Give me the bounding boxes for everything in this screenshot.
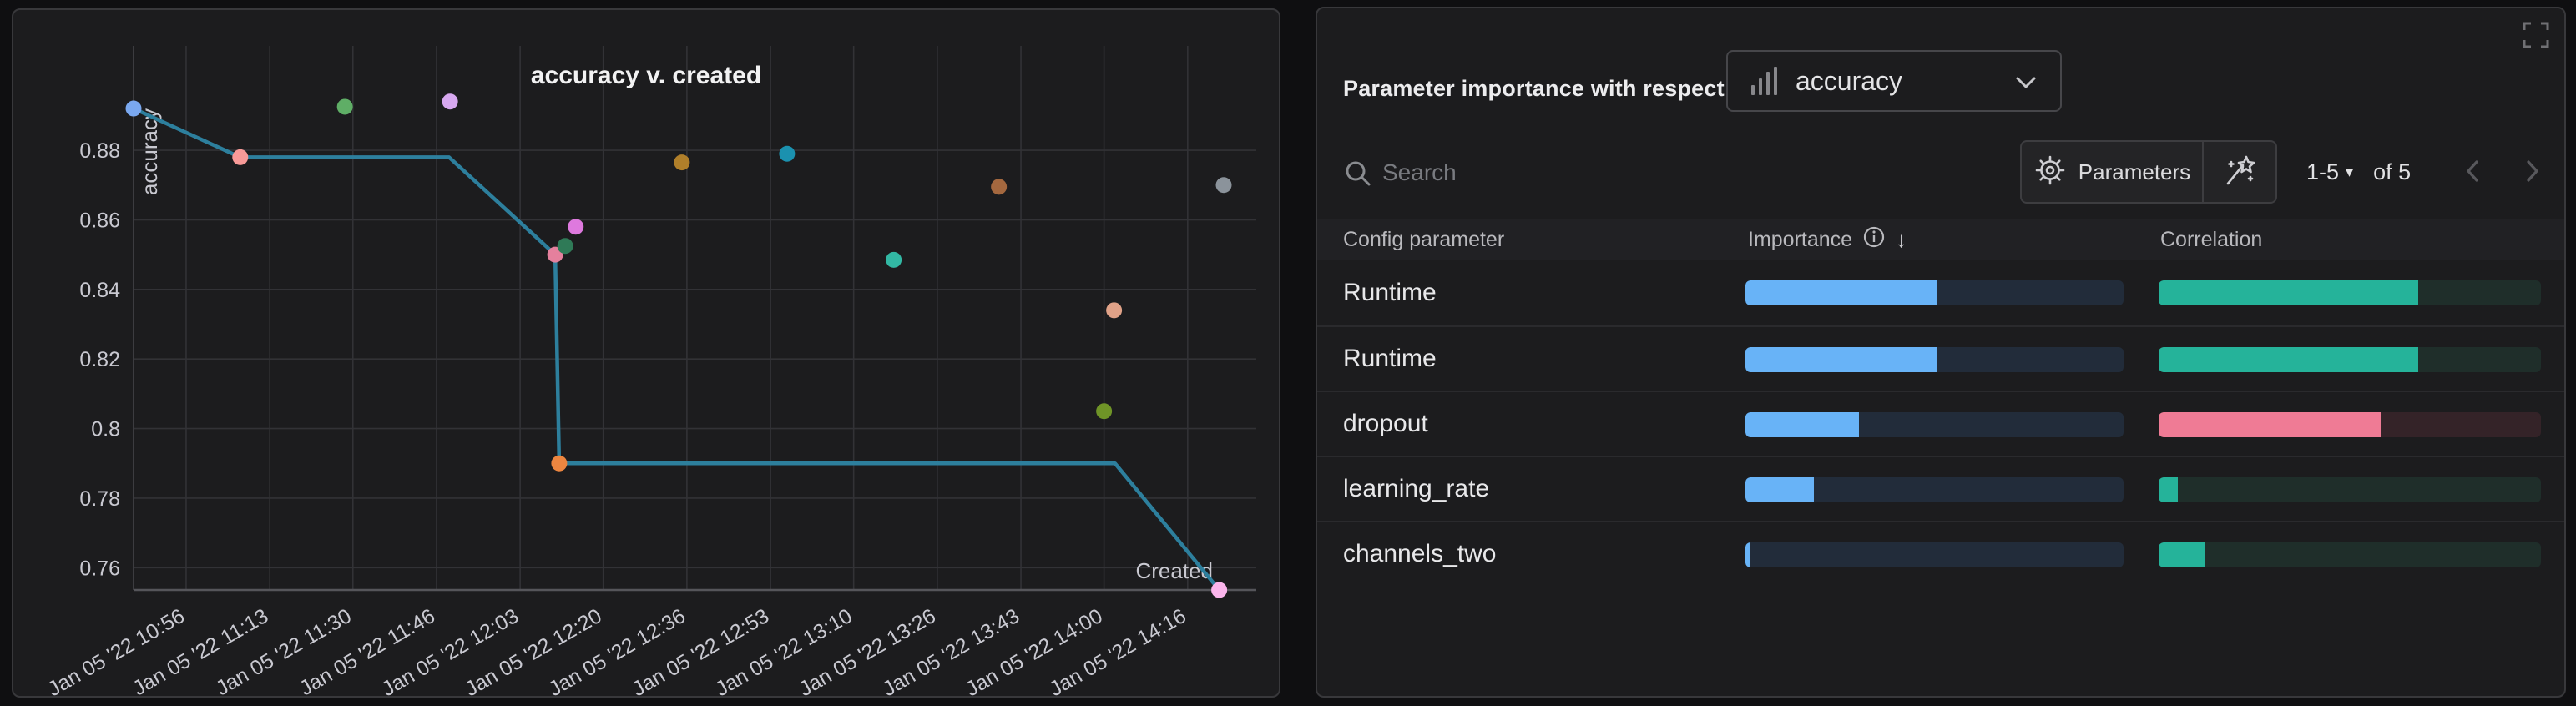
config-parameter-label: learning_rate [1343,475,1490,502]
y-axis-title: accuracy [137,108,162,195]
run-point[interactable] [1211,582,1228,598]
fullscreen-icon[interactable] [2523,22,2549,48]
panel-title: Parameter importance with respect to [1343,75,1753,101]
importance-bar [1745,477,2124,502]
importance-bar-fill [1745,477,1814,502]
run-point[interactable] [1215,177,1232,194]
y-tick-label: 0.86 [79,209,120,232]
run-point[interactable] [336,98,353,115]
run-point[interactable] [568,219,584,235]
chevron-down-icon [2013,73,2038,96]
run-point[interactable] [1106,302,1123,319]
correlation-bar-fill [2159,542,2205,567]
config-parameter-label: channels_two [1343,540,1497,567]
y-tick-label: 0.78 [79,487,120,511]
pagination-caret-icon[interactable]: ▾ [2346,163,2354,180]
correlation-bar-fill [2159,477,2178,502]
table-row[interactable]: learning_rate [1317,456,2564,521]
correlation-bar-fill [2159,412,2381,437]
importance-bar-fill [1745,542,1750,567]
y-tick-label: 0.76 [79,557,120,580]
correlation-bar-fill [2159,347,2419,372]
chevron-left-icon[interactable] [2459,157,2488,189]
x-axis-title: Created [1136,558,1214,583]
run-line [133,106,1221,592]
run-point[interactable] [125,100,142,117]
run-point[interactable] [442,93,458,110]
magic-wand-icon [2221,152,2258,193]
info-icon[interactable] [1862,225,1886,255]
importance-bar [1745,412,2124,437]
correlation-bar [2159,280,2541,305]
x-tick-label: Jan 05 '22 14:16 [1045,604,1190,696]
column-header-config-parameter[interactable]: Config parameter [1343,227,1505,251]
config-parameter-label: Runtime [1343,345,1437,372]
y-tick-label: 0.88 [79,139,120,163]
y-tick-label: 0.8 [91,418,120,441]
magic-wand-button[interactable] [2202,142,2275,202]
correlation-bar [2159,412,2541,437]
importance-bar-fill [1745,347,1937,372]
importance-bar [1745,280,2124,305]
table-toolbar: Parameters [1317,139,2564,209]
correlation-bar-fill [2159,280,2419,305]
panel-header: Parameter importance with respect to [1343,57,1752,120]
search-icon [1343,159,1373,193]
run-point[interactable] [991,179,1008,195]
column-header-correlation[interactable]: Correlation [2160,227,2263,251]
y-tick-label: 0.82 [79,348,120,371]
importance-bar-fill [1745,280,1937,305]
pagination: 1-5 ▾ of 5 [2306,139,2411,205]
run-point[interactable] [886,251,902,268]
column-header-importance[interactable]: Importance ↓ [1748,225,1907,255]
parameters-button-group: Parameters [2020,140,2277,204]
importance-bar-fill [1745,412,1859,437]
importance-bar [1745,347,2124,372]
table-row[interactable]: channels_two [1317,521,2564,586]
sort-descending-icon[interactable]: ↓ [1896,226,1907,252]
parameters-button-label: Parameters [2078,159,2191,184]
run-point[interactable] [232,149,249,165]
chevron-right-icon[interactable] [2518,157,2546,189]
table-row[interactable]: dropout [1317,391,2564,456]
parameters-button[interactable]: Parameters [2022,142,2202,202]
config-parameter-label: dropout [1343,410,1428,437]
bar-chart-icon [1751,67,1777,95]
table-header-row: Config parameter Importance ↓ Correlatio… [1317,219,2564,260]
run-point[interactable] [551,455,568,472]
correlation-bar [2159,477,2541,502]
run-point[interactable] [1096,403,1113,420]
run-point[interactable] [779,145,796,162]
table-row[interactable]: Runtime [1317,260,2564,325]
table-row[interactable]: Runtime [1317,325,2564,391]
metric-select-dropdown[interactable]: accuracy [1726,50,2062,112]
parameter-importance-panel: Parameter importance with respect to acc… [1316,7,2566,698]
importance-bar [1745,542,2124,567]
pagination-range[interactable]: 1-5 [2306,159,2340,184]
y-tick-label: 0.84 [79,279,120,302]
gear-icon [2033,154,2067,191]
run-point[interactable] [674,154,690,171]
metric-select-value: accuracy [1796,65,1903,96]
accuracy-chart-panel: 0.88 0.86 0.84 0.82 0.8 0.78 0.76 Jan 05 '22 10… [12,8,1280,701]
correlation-bar [2159,347,2541,372]
chart-title: accuracy v. created [531,62,761,89]
pagination-total: of 5 [2373,159,2412,184]
correlation-bar [2159,542,2541,567]
config-parameter-label: Runtime [1343,279,1437,306]
search-input[interactable] [1381,149,1851,197]
importance-header-label: Importance [1748,227,1853,251]
run-point[interactable] [557,238,573,255]
